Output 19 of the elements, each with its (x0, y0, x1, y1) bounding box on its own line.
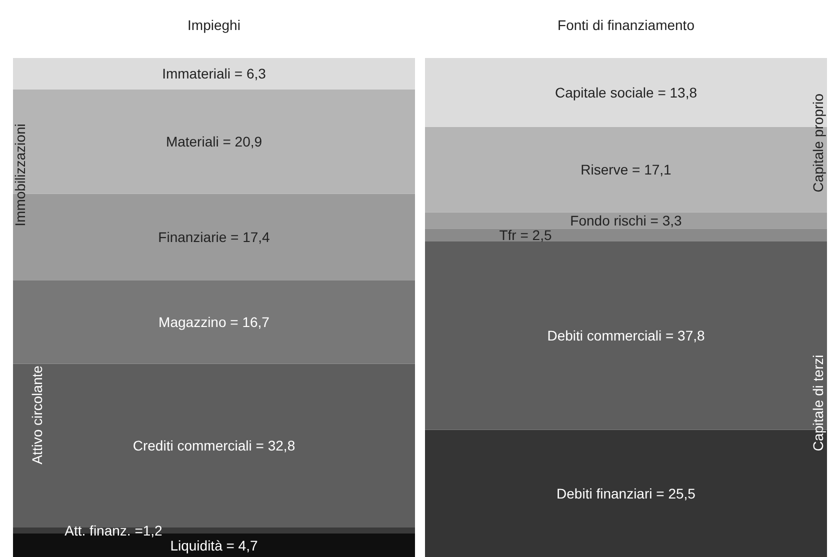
data-label: Materiali = 20,9 (166, 134, 262, 150)
data-label: Immateriali = 6,3 (162, 66, 266, 82)
data-label: Fondo rischi = 3,3 (570, 212, 682, 228)
data-label: Capitale sociale = 13,8 (554, 84, 698, 100)
data-label: Liquidità = 4,7 (170, 537, 258, 554)
data-label: Att. finanz. =1,2 (64, 522, 163, 539)
annotation: Immobilizzazioni (12, 124, 28, 226)
x-tick-label: Fonti di finanziamento (558, 17, 695, 33)
data-label: Riserve = 17,1 (580, 162, 672, 178)
annotation: Capitale proprio (810, 93, 826, 192)
data-label: Finanziarie = 17,4 (158, 229, 270, 246)
x-tick-label: Impieghi (188, 17, 240, 33)
annotation: Attivo circolante (29, 365, 45, 464)
data-label: Debiti finanziari = 25,5 (556, 485, 696, 502)
data-label: Crediti commerciali = 32,8 (132, 438, 296, 454)
annotation: Capitale di terzi (810, 354, 826, 452)
data-label: Tfr = 2,5 (499, 226, 552, 243)
data-label: Magazzino = 16,7 (158, 314, 270, 330)
data-label: Debiti commerciali = 37,8 (547, 327, 705, 344)
